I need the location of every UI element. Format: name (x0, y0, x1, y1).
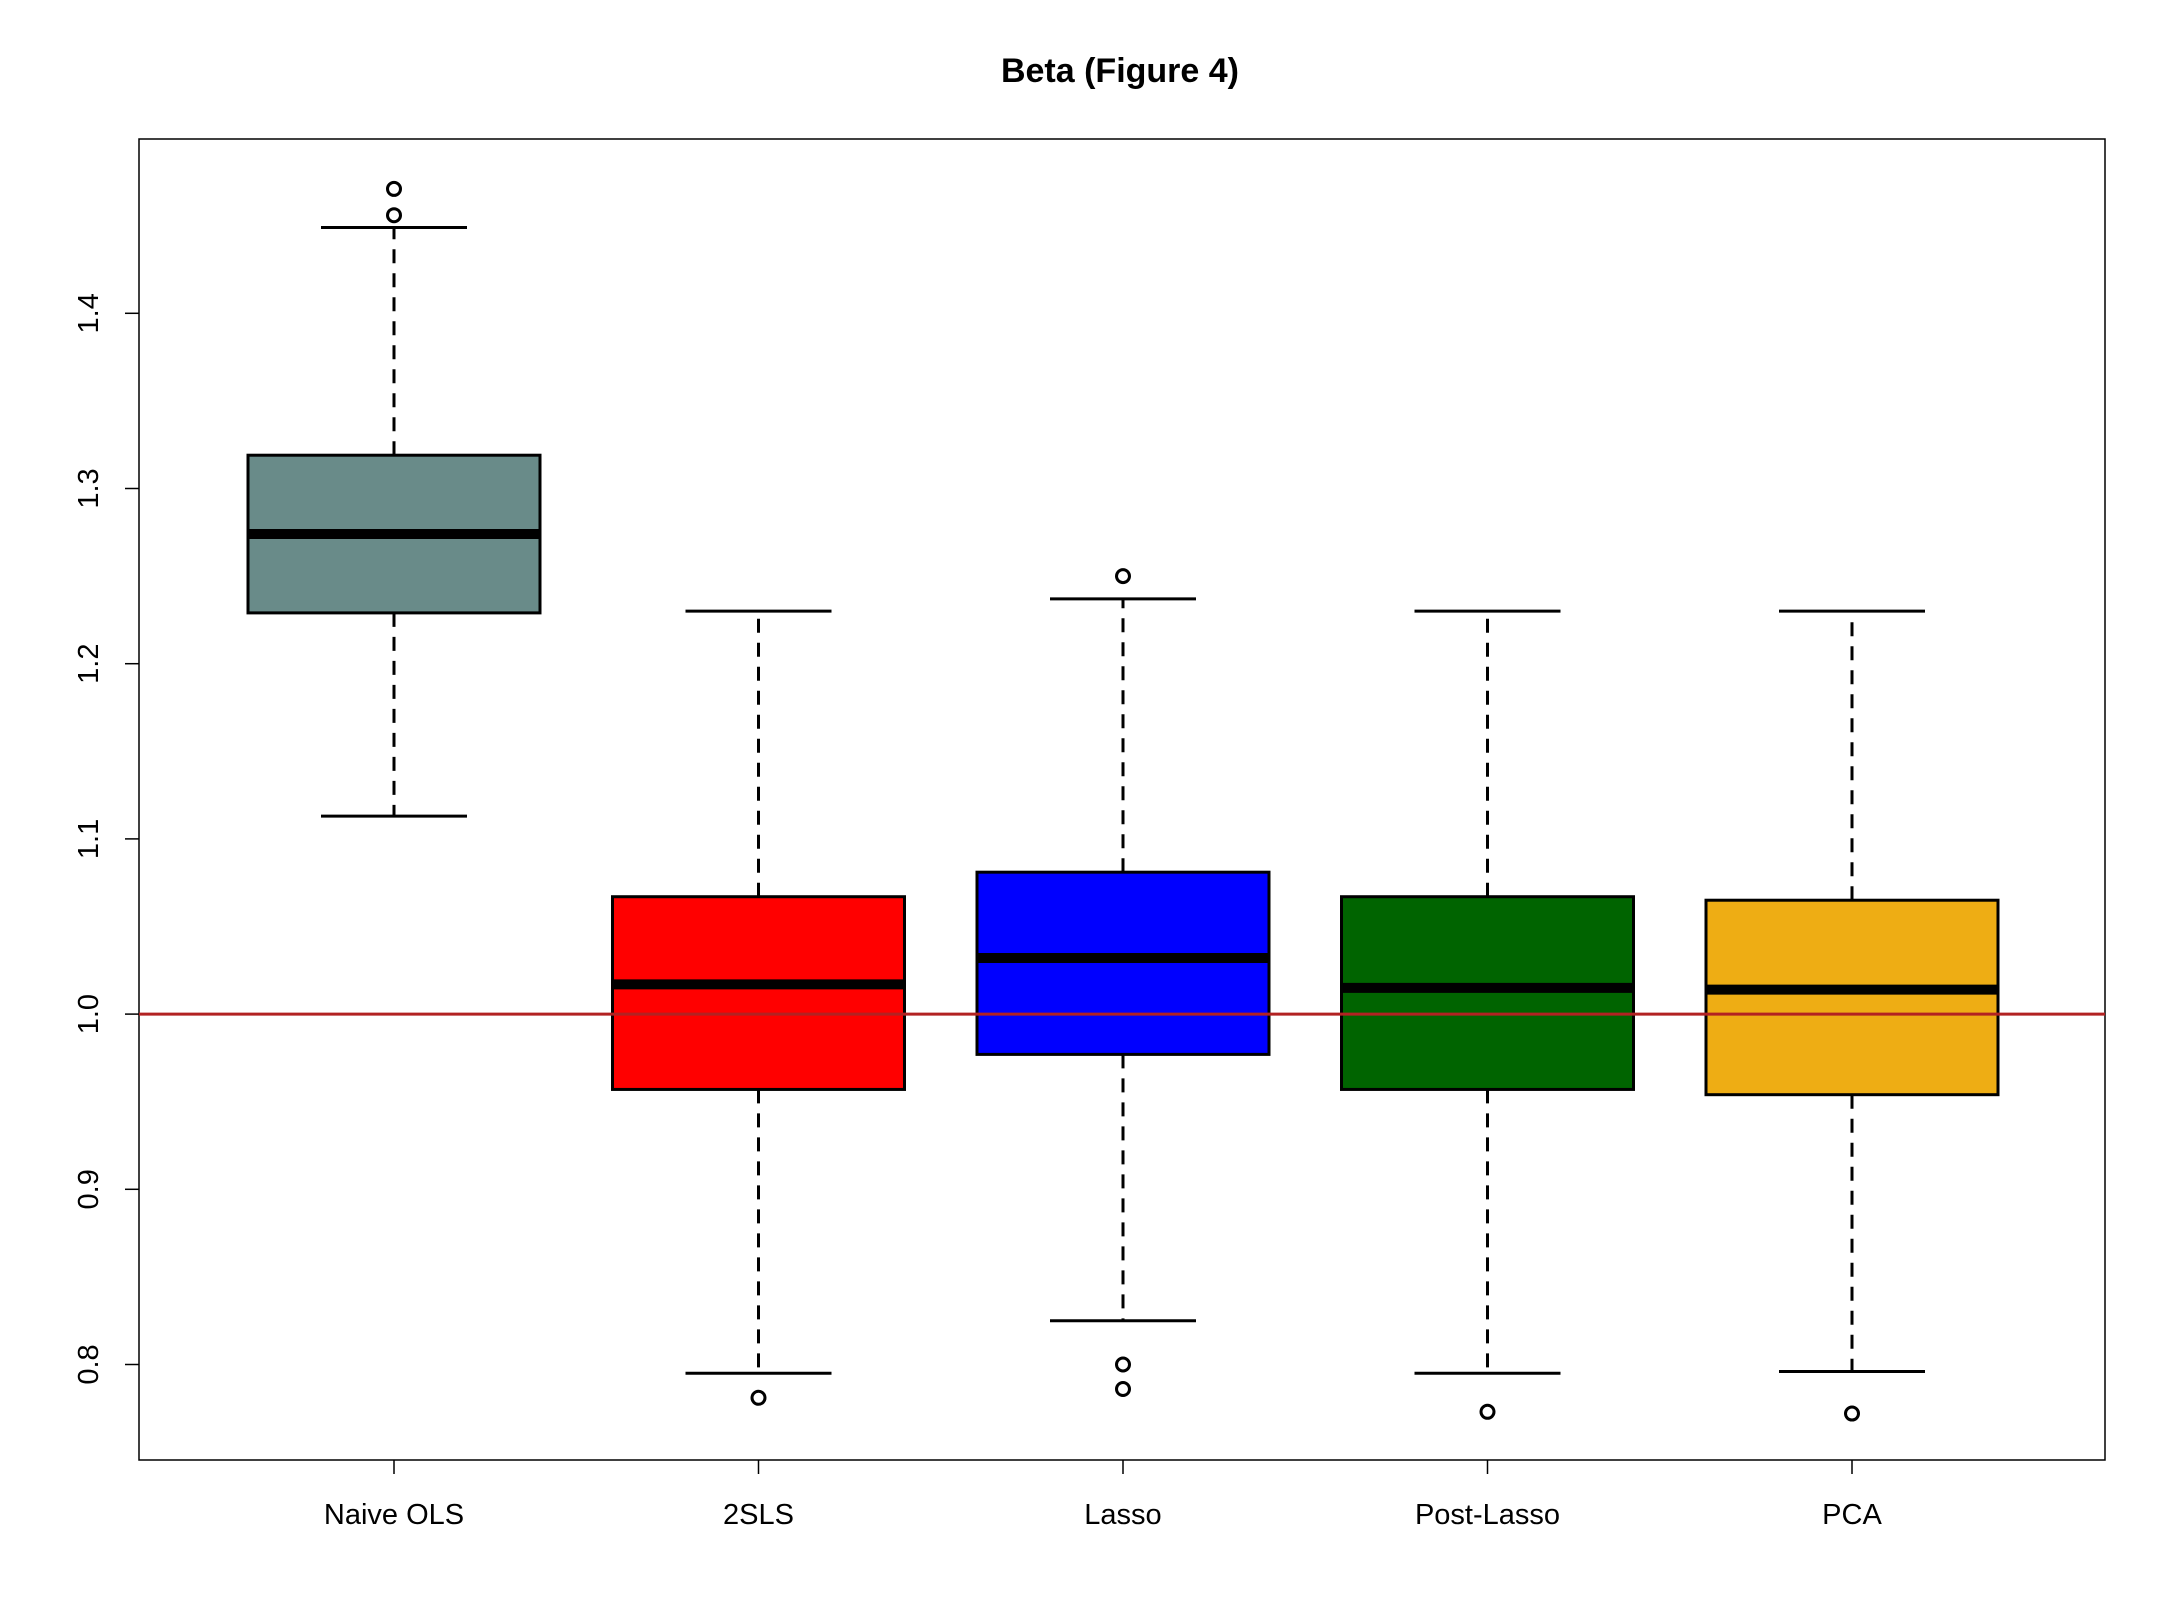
plot-frame (138, 138, 2106, 1461)
x-tick-label: Post-Lasso (1415, 1499, 1560, 1531)
x-tick-label: 2SLS (723, 1499, 794, 1531)
y-tick-label: 1.3 (73, 468, 105, 508)
box-iqr (1340, 895, 1635, 1091)
outlier-point (750, 1389, 767, 1406)
x-tick-label: Lasso (1084, 1499, 1161, 1531)
outlier-point (1844, 1405, 1860, 1422)
y-tick-label: 0.9 (73, 1169, 105, 1209)
y-tick-label: 1.2 (73, 644, 105, 684)
box-iqr (1704, 898, 2000, 1097)
y-tick-label: 1.0 (73, 994, 105, 1034)
outlier-point (1115, 1381, 1131, 1398)
plot-area: 0.8 0.9 1.0 1.1 1.2 1.3 1.4 Naive OLS 2SLS Lasso P… (73, 138, 2106, 1531)
chart-title: Beta (Figure 4) (1001, 52, 1239, 90)
box-iqr (611, 895, 906, 1091)
outlier-point (386, 207, 402, 224)
x-tick-label: PCA (1822, 1499, 1882, 1531)
outlier-point (1115, 1356, 1131, 1373)
x-tick-label: Naive OLS (324, 1499, 464, 1531)
y-tick-label: 0.8 (73, 1344, 105, 1384)
outlier-point (1115, 568, 1131, 585)
y-tick-label: 1.4 (73, 293, 105, 333)
outlier-point (1479, 1403, 1496, 1420)
y-tick-label: 1.1 (73, 819, 105, 859)
outlier-point (386, 180, 402, 197)
box-iqr (975, 870, 1271, 1056)
